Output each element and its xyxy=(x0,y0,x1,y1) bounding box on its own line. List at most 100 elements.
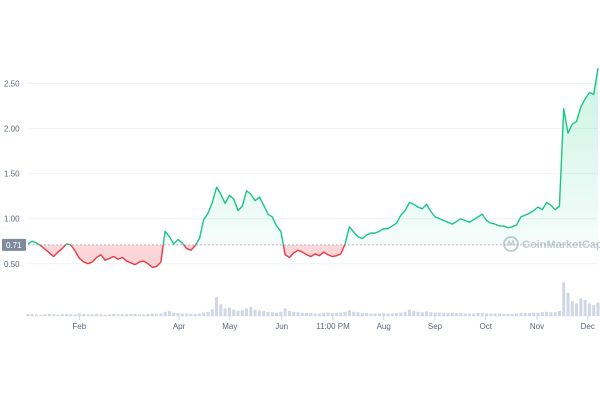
y-tick-label: 0.50 xyxy=(4,260,20,269)
volume-bar xyxy=(240,310,244,316)
price-line xyxy=(27,68,599,269)
volume-bar xyxy=(172,312,176,316)
volume-bar xyxy=(549,312,553,316)
volume-bar xyxy=(506,313,510,316)
volume-bar xyxy=(463,313,467,316)
volume-bar xyxy=(382,313,386,316)
area-fill-down xyxy=(28,244,598,268)
y-tick-label: 1.50 xyxy=(4,170,20,179)
volume-bar xyxy=(575,303,579,316)
volume-bar xyxy=(77,313,81,316)
x-tick-label: Dec xyxy=(581,322,595,331)
x-tick-label: Aug xyxy=(377,322,391,331)
volume-bar xyxy=(472,313,476,316)
volume-bar xyxy=(536,312,540,316)
volume-bar xyxy=(202,312,206,316)
volume-bar xyxy=(287,310,291,316)
volume-bar xyxy=(193,313,197,316)
volume-bar xyxy=(305,313,309,316)
volume-bar xyxy=(167,310,171,316)
volume-bar xyxy=(313,313,317,316)
volume-bar xyxy=(176,313,180,316)
price-line-up xyxy=(27,68,599,245)
volume-bar xyxy=(266,311,270,316)
x-tick-label: Apr xyxy=(173,322,186,331)
volume-bar xyxy=(493,313,497,316)
area-fill-up xyxy=(28,68,598,245)
volume-bar xyxy=(390,313,394,316)
volume-bar xyxy=(163,311,167,316)
y-tick-label: 1.00 xyxy=(4,215,20,224)
volume-bar xyxy=(377,313,381,316)
volume-bar xyxy=(125,314,129,316)
volume-bar xyxy=(502,313,506,316)
volume-bar xyxy=(159,313,163,316)
volume-bar xyxy=(133,313,137,316)
volume-bar xyxy=(515,313,519,316)
volume-bar xyxy=(566,292,570,316)
x-tick-label: Sep xyxy=(428,322,443,331)
volume-bar xyxy=(360,313,364,316)
volume-bar xyxy=(369,313,373,316)
volume-bar xyxy=(52,314,56,316)
volume-bar xyxy=(489,313,493,316)
volume-bar xyxy=(450,313,454,316)
volume-bar xyxy=(65,313,69,316)
volume-bar xyxy=(292,311,296,316)
volume-bar xyxy=(455,313,459,316)
volume-bar xyxy=(60,314,64,316)
volume-bar xyxy=(116,314,120,316)
volume-bar xyxy=(107,314,111,316)
volume-bar xyxy=(227,307,231,316)
volume-bar xyxy=(592,305,596,316)
volume-bar xyxy=(467,313,471,316)
volume-bar xyxy=(112,313,116,316)
volume-bar xyxy=(219,304,223,316)
volume-bar xyxy=(339,312,343,316)
volume-bar xyxy=(583,300,587,316)
volume-bar xyxy=(215,297,219,316)
volume-bar xyxy=(326,312,330,316)
volume-bar xyxy=(236,310,240,316)
x-tick-label: Oct xyxy=(479,322,492,331)
volume-bar xyxy=(309,313,313,316)
volume-bars xyxy=(26,282,600,316)
volume-bar xyxy=(330,313,334,316)
volume-bar xyxy=(425,311,429,316)
volume-bar xyxy=(407,309,411,316)
volume-bar xyxy=(570,301,574,316)
volume-bar xyxy=(596,302,600,316)
volume-bar xyxy=(510,313,514,316)
volume-bar xyxy=(270,312,274,316)
area-fills xyxy=(28,68,598,268)
volume-bar xyxy=(223,308,227,316)
volume-bar xyxy=(129,313,133,316)
volume-bar xyxy=(253,309,257,316)
volume-bar xyxy=(300,312,304,316)
volume-bar xyxy=(275,312,279,316)
volume-bar xyxy=(459,313,463,316)
y-gridlines xyxy=(28,83,598,317)
x-tick-label: May xyxy=(222,322,237,331)
volume-bar xyxy=(476,313,480,316)
volume-bar xyxy=(317,313,321,316)
volume-bar xyxy=(540,312,544,316)
volume-bar xyxy=(553,312,557,316)
volume-bar xyxy=(527,313,531,316)
volume-bar xyxy=(86,314,90,316)
volume-bar xyxy=(257,310,261,316)
volume-bar xyxy=(416,311,420,316)
x-tick-label: Nov xyxy=(530,322,544,331)
volume-bar xyxy=(39,314,43,316)
volume-bar xyxy=(562,282,566,316)
volume-bar xyxy=(352,311,356,316)
x-tick-label: Feb xyxy=(72,322,86,331)
x-axis-ticks: Feb Apr May Jun 11:00 PM Aug Sep Oct Nov Dec xyxy=(72,316,595,331)
x-tick-label: Jun xyxy=(275,322,288,331)
volume-bar xyxy=(429,312,433,316)
volume-bar xyxy=(480,313,484,316)
volume-bar xyxy=(579,298,583,316)
reference-label-bg xyxy=(2,238,26,251)
volume-bar xyxy=(523,313,527,316)
